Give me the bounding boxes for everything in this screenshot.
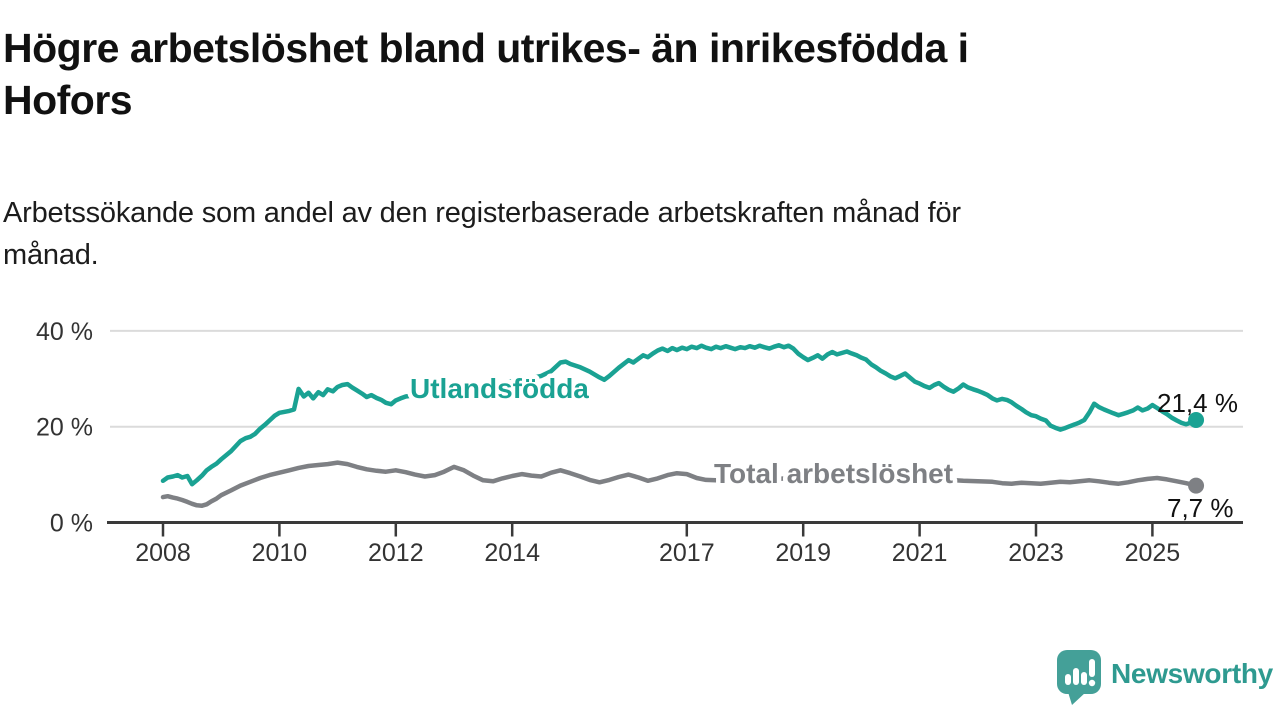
x-tick-label-2019: 2019	[775, 539, 831, 567]
x-tick-label-2008: 2008	[135, 539, 191, 567]
series-label-utlandsfodda: Utlandsfödda	[410, 373, 589, 404]
x-tick-label-2012: 2012	[368, 539, 424, 567]
y-tick-label-0: 0 %	[50, 510, 93, 538]
newsworthy-speech-bubble-bar-chart-icon	[1057, 649, 1101, 705]
chart-subtitle-line2: månad.	[3, 239, 99, 271]
chart-title-line2: Hofors	[3, 77, 133, 123]
logo-exclamation-bar	[1089, 658, 1095, 677]
brand-name: Newsworthy	[1111, 658, 1273, 689]
chart-subtitle: Arbetssökande som andel av den registerb…	[3, 192, 1193, 276]
line-utlandsfodda	[160, 343, 1199, 487]
x-tick-label-2010: 2010	[252, 539, 308, 567]
logo-bar-3	[1081, 671, 1087, 685]
logo-exclamation-dot	[1088, 679, 1096, 686]
x-tick-label-2025: 2025	[1125, 539, 1181, 567]
x-tick-label-2023: 2023	[1008, 539, 1064, 567]
newsworthy-brand: Newsworthy	[1056, 648, 1273, 706]
chart-title: Högre arbetslöshet bland utrikes- än inr…	[3, 22, 1233, 126]
chart-title-line1: Högre arbetslöshet bland utrikes- än inr…	[3, 25, 969, 71]
x-tick-label-2014: 2014	[484, 539, 540, 567]
logo-bar-2	[1073, 667, 1079, 685]
logo-bar-1	[1065, 673, 1071, 685]
end-value-label-total-arbetsloshet: 7,7 %	[1167, 493, 1234, 523]
y-tick-label-40: 40 %	[36, 318, 93, 346]
y-tick-label-20: 20 %	[36, 414, 93, 442]
x-tick-label-2017: 2017	[659, 539, 715, 567]
end-dot-total-arbetsloshet	[1188, 477, 1205, 494]
end-dot-utlandsfodda	[1188, 411, 1205, 428]
end-value-label-utlandsfodda: 21,4 %	[1157, 388, 1238, 418]
line-total-arbetsloshet	[160, 460, 1199, 508]
series-label-total-arbetsloshet: Total arbetslöshet	[714, 458, 953, 489]
logo-bubble-tail	[1068, 691, 1086, 705]
chart-subtitle-line1: Arbetssökande som andel av den registerb…	[3, 197, 961, 229]
x-tick-label-2021: 2021	[892, 539, 948, 567]
